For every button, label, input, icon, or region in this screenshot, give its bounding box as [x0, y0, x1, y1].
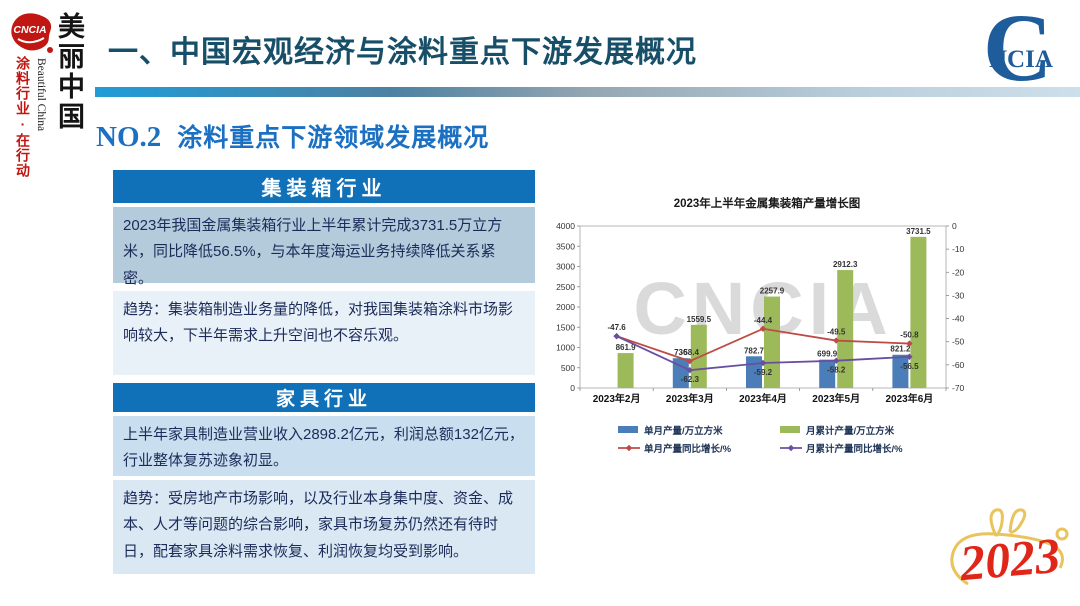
cncia-blob-logo: CNCIA [11, 13, 53, 53]
svg-text:3731.5: 3731.5 [906, 227, 931, 236]
svg-text:-40: -40 [952, 314, 965, 324]
svg-text:821.2: 821.2 [890, 345, 911, 354]
svg-text:2023年5月: 2023年5月 [812, 392, 860, 405]
svg-text:3000: 3000 [556, 262, 575, 272]
furniture-industry-header: 家具行业 [113, 383, 535, 412]
svg-text:2023年3月: 2023年3月 [666, 392, 714, 405]
svg-text:2912.3: 2912.3 [833, 260, 858, 269]
slogan-industry-action: 涂料行业·在行动 [15, 56, 31, 178]
svg-text:-50: -50 [952, 337, 965, 347]
svg-text:4000: 4000 [556, 221, 575, 231]
svg-text:1559.5: 1559.5 [687, 315, 712, 324]
svg-text:699.9: 699.9 [817, 350, 838, 359]
section-heading: NO.2 涂料重点下游领域发展概况 [96, 118, 489, 154]
slogan-beautiful-china-en: Beautiful China [35, 58, 47, 132]
container-industry-header: 集装箱行业 [113, 170, 535, 203]
svg-text:-62.3: -62.3 [681, 375, 700, 384]
section-title: 涂料重点下游领域发展概况 [177, 124, 490, 152]
container-industry-trend: 趋势：集装箱制造业务量的降低，对我国集装箱涂料市场影响较大，下半年需求上升空间也… [113, 291, 535, 375]
svg-text:-30: -30 [952, 290, 965, 300]
svg-text:月累计产量同比增长/%: 月累计产量同比增长/% [805, 443, 903, 455]
svg-text:-50.8: -50.8 [900, 331, 919, 340]
svg-text:单月产量/万立方米: 单月产量/万立方米 [644, 425, 723, 437]
svg-text:2023年上半年金属集装箱产量增长图: 2023年上半年金属集装箱产量增长图 [674, 196, 861, 210]
furniture-industry-body: 上半年家具制造业营业收入2898.2亿元，利润总额132亿元，行业整体复苏迹象初… [113, 416, 535, 476]
svg-text:-10: -10 [952, 244, 965, 254]
page-title: 一、中国宏观经济与涂料重点下游发展概况 [108, 36, 697, 69]
svg-text:-70: -70 [952, 383, 965, 393]
title-divider [95, 87, 1080, 97]
furniture-industry-trend: 趋势：受房地产市场影响，以及行业本身集中度、资金、成本、人才等问题的综合影响，家… [113, 480, 535, 574]
svg-text:861.9: 861.9 [616, 343, 637, 352]
slogan-beautiful-china-cn: 美丽中国 [54, 12, 84, 132]
svg-text:单月产量同比增长/%: 单月产量同比增长/% [644, 443, 732, 455]
svg-text:-49.5: -49.5 [827, 328, 846, 337]
production-growth-chart: 2023年上半年金属集装箱产量增长图 CNCIA 0 500 1000 1500 2000 2… [556, 196, 965, 455]
svg-text:-60: -60 [952, 360, 965, 370]
svg-text:1000: 1000 [556, 343, 575, 353]
svg-text:2500: 2500 [556, 282, 575, 292]
svg-text:-59.2: -59.2 [754, 368, 773, 377]
gold-rabbit-outline-icon [950, 508, 1069, 586]
svg-text:-20: -20 [952, 267, 965, 277]
svg-text:2257.9: 2257.9 [760, 287, 785, 296]
container-industry-body: 2023年我国金属集装箱行业上半年累计完成3731.5万立方米，同比降低56.5… [113, 207, 535, 287]
svg-text:0: 0 [570, 383, 575, 393]
svg-text:2000: 2000 [556, 302, 575, 312]
svg-text:-58.2: -58.2 [827, 366, 846, 375]
svg-text:-56.5: -56.5 [900, 362, 919, 371]
svg-text:1500: 1500 [556, 322, 575, 332]
cncia-corner-logo: C NCIA [975, 0, 1075, 114]
svg-text:2023年6月: 2023年6月 [885, 392, 933, 405]
year-2023-text: 2023 [957, 526, 1063, 592]
section-number: NO.2 [96, 121, 162, 153]
corner-logo-ncia-text: NCIA [989, 46, 1053, 73]
svg-text:2023年4月: 2023年4月 [739, 392, 787, 405]
blob-logo-text: CNCIA [13, 24, 46, 36]
year-2023-rabbit-badge: 2023 [938, 504, 1074, 600]
corner-logo-c-glyph: C [983, 0, 1053, 101]
svg-text:-47.6: -47.6 [607, 323, 626, 332]
svg-text:736: 736 [674, 348, 688, 357]
svg-text:0: 0 [952, 221, 957, 231]
svg-text:3500: 3500 [556, 241, 575, 251]
svg-text:CNCIA: CNCIA [633, 267, 892, 350]
svg-text:500: 500 [561, 363, 575, 373]
svg-text:2023年2月: 2023年2月 [593, 392, 641, 405]
svg-text:-44.4: -44.4 [754, 316, 773, 325]
svg-text:-58.4: -58.4 [681, 348, 700, 357]
svg-text:月累计产量/万立方米: 月累计产量/万立方米 [805, 425, 895, 437]
svg-text:782.7: 782.7 [744, 346, 765, 355]
